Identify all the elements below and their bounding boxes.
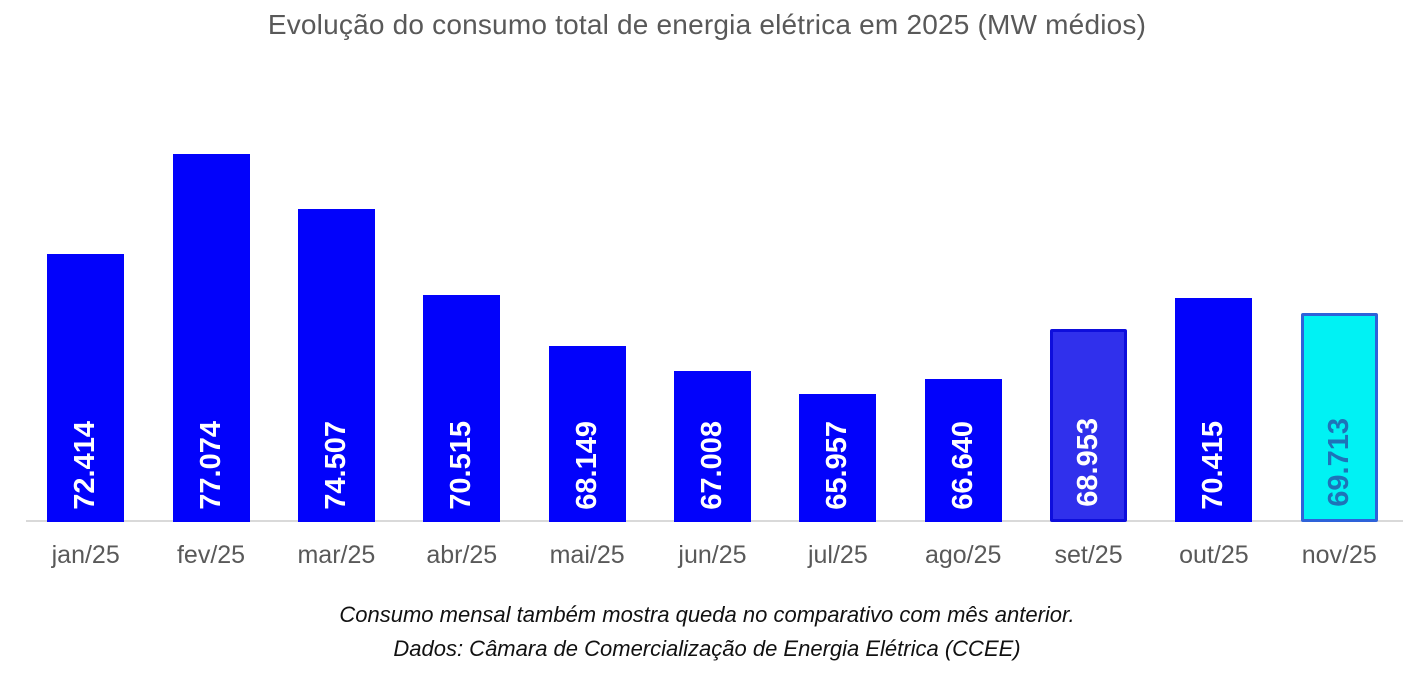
bar-jul-25: 65.957 <box>799 394 877 522</box>
bar-value-label-out-25: 70.415 <box>1197 421 1230 510</box>
plot-area: 72.414 77.074 74.507 70.515 68.149 67.008 65.9… <box>23 91 1402 522</box>
bar-value-label-abr-25: 70.515 <box>445 421 478 510</box>
bar-value-label-jan-25: 72.414 <box>69 421 102 510</box>
x-axis-label-out-25: out/25 <box>1179 541 1249 569</box>
bar-mar-25: 74.507 <box>297 209 375 522</box>
bar-abr-25: 70.515 <box>423 295 501 522</box>
bar-slot-jul-25: 65.957 <box>775 91 900 522</box>
x-axis-label-ago-25: ago/25 <box>924 541 1002 569</box>
bar-slot-jan-25: 72.414 <box>23 91 148 522</box>
bar-slot-fev-25: 77.074 <box>148 91 273 522</box>
data-source-caption: Dados: Câmara de Comercialização de Ener… <box>393 636 1021 661</box>
x-axis-label-jan-25: jan/25 <box>51 541 120 569</box>
x-axis-label-fev-25: fev/25 <box>176 541 246 569</box>
bar-slot-mar-25: 74.507 <box>274 91 399 522</box>
bar-value-label-jun-25: 67.008 <box>695 421 728 510</box>
x-axis-label-nov-25: nov/25 <box>1301 541 1377 569</box>
bar-set-25: 68.953 <box>1050 329 1128 522</box>
x-axis-labels: jan/25 fev/25 mar/25 abr/25 mai/25 jun/25 jul/… <box>23 541 1402 570</box>
bar-out-25: 70.415 <box>1175 298 1253 522</box>
bar-value-label-nov-25: 69.713 <box>1322 418 1355 507</box>
bar-value-label-jul-25: 65.957 <box>821 421 854 510</box>
x-axis-label-jun-25: jun/25 <box>678 541 747 569</box>
bar-jun-25: 67.008 <box>673 371 751 522</box>
bar-slot-out-25: 70.415 <box>1151 91 1276 522</box>
bar-nov-25: 69.713 <box>1300 313 1378 522</box>
bar-value-label-mai-25: 68.149 <box>570 421 603 510</box>
bar-slot-jun-25: 67.008 <box>650 91 775 522</box>
bar-slot-mai-25: 68.149 <box>524 91 649 522</box>
x-axis-label-mai-25: mai/25 <box>549 541 625 569</box>
bar-mai-25: 68.149 <box>548 346 626 522</box>
bar-value-label-set-25: 68.953 <box>1072 418 1105 507</box>
x-axis-label-set-25: set/25 <box>1054 541 1123 569</box>
bar-ago-25: 66.640 <box>924 379 1002 522</box>
bar-slot-nov-25: 69.713 <box>1277 91 1402 522</box>
bar-slot-ago-25: 66.640 <box>901 91 1026 522</box>
bar-fev-25: 77.074 <box>172 154 250 522</box>
bar-slot-abr-25: 70.515 <box>399 91 524 522</box>
bar-value-label-ago-25: 66.640 <box>946 421 979 510</box>
bar-slot-set-25: 68.953 <box>1026 91 1151 522</box>
x-axis-label-abr-25: abr/25 <box>426 541 498 569</box>
bar-value-label-fev-25: 77.074 <box>194 421 227 510</box>
x-axis-label-mar-25: mar/25 <box>297 541 376 569</box>
chart-caption: Consumo mensal também mostra queda no co… <box>339 602 1075 627</box>
chart-title: Evolução do consumo total de energia elé… <box>267 9 1147 40</box>
bar-jan-25: 72.414 <box>47 254 125 522</box>
bar-value-label-mar-25: 74.507 <box>319 421 352 510</box>
x-axis-label-jul-25: jul/25 <box>807 541 868 569</box>
